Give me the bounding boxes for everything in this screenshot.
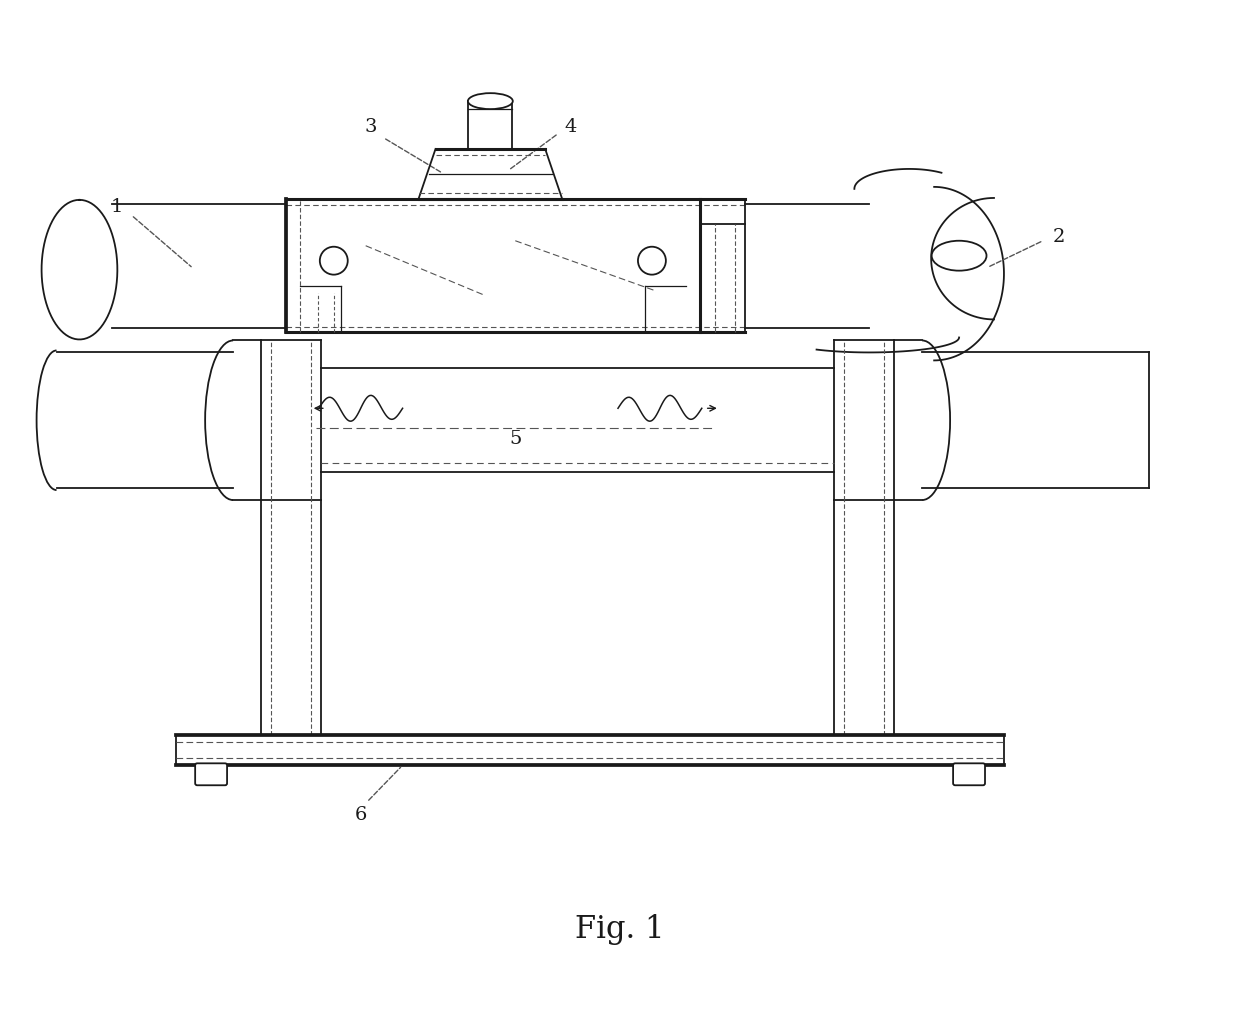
Ellipse shape <box>931 241 987 271</box>
Text: 4: 4 <box>564 118 577 136</box>
FancyBboxPatch shape <box>195 763 227 785</box>
Ellipse shape <box>467 93 513 109</box>
Text: 2: 2 <box>1053 228 1065 246</box>
Text: 6: 6 <box>355 806 367 824</box>
Text: 1: 1 <box>110 198 123 215</box>
FancyBboxPatch shape <box>954 763 985 785</box>
Text: 5: 5 <box>510 430 522 448</box>
Text: 3: 3 <box>365 118 377 136</box>
Text: Fig. 1: Fig. 1 <box>575 914 665 945</box>
